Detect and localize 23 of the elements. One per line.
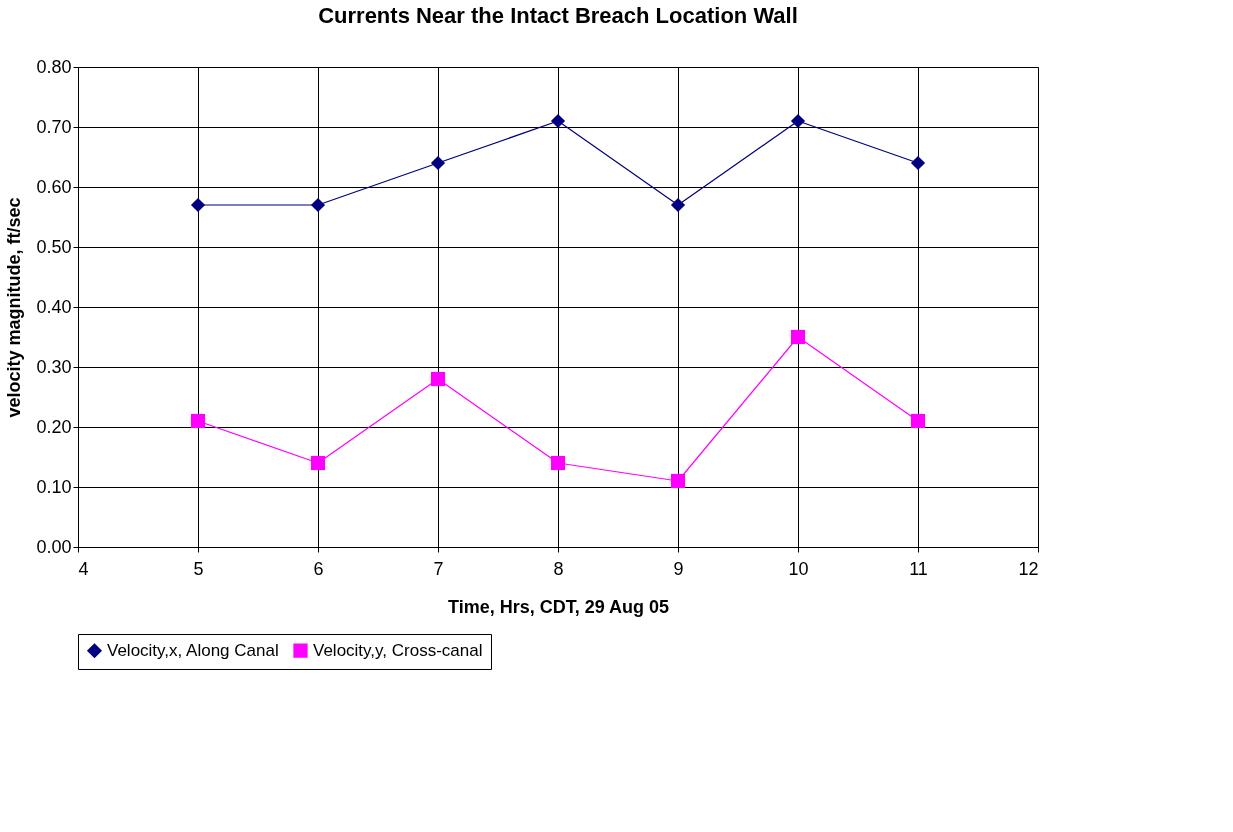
x-tick-label: 10 <box>788 558 809 579</box>
chart-title: Currents Near the Intact Breach Location Wall <box>318 3 798 28</box>
y-tick-label: 0.70 <box>36 116 72 137</box>
legend-label: Velocity,x, Along Canal <box>107 640 279 660</box>
y-tick-label: 0.50 <box>36 236 72 257</box>
y-axis-title: velocity magnitude, ft/sec <box>4 197 25 418</box>
y-tick-label: 0.10 <box>36 476 72 497</box>
legend-label: Velocity,y, Cross-canal <box>313 640 483 660</box>
y-tick-label: 0.80 <box>36 56 72 77</box>
y-tick-label: 0.00 <box>36 536 72 557</box>
x-tick-label: 7 <box>433 558 444 579</box>
y-tick-label: 0.30 <box>36 356 72 377</box>
x-tick-label: 4 <box>78 558 89 579</box>
x-tick-label: 6 <box>313 558 324 579</box>
x-tick-label: 9 <box>673 558 684 579</box>
x-tick-label: 12 <box>1018 558 1039 579</box>
y-tick-label: 0.40 <box>36 296 72 317</box>
x-tick-label: 8 <box>553 558 564 579</box>
x-tick-label: 5 <box>193 558 204 579</box>
x-axis-title: Time, Hrs, CDT, 29 Aug 05 <box>447 596 670 617</box>
y-tick-label: 0.20 <box>36 416 72 437</box>
x-tick-label: 11 <box>909 558 928 579</box>
y-tick-label: 0.60 <box>36 176 72 197</box>
